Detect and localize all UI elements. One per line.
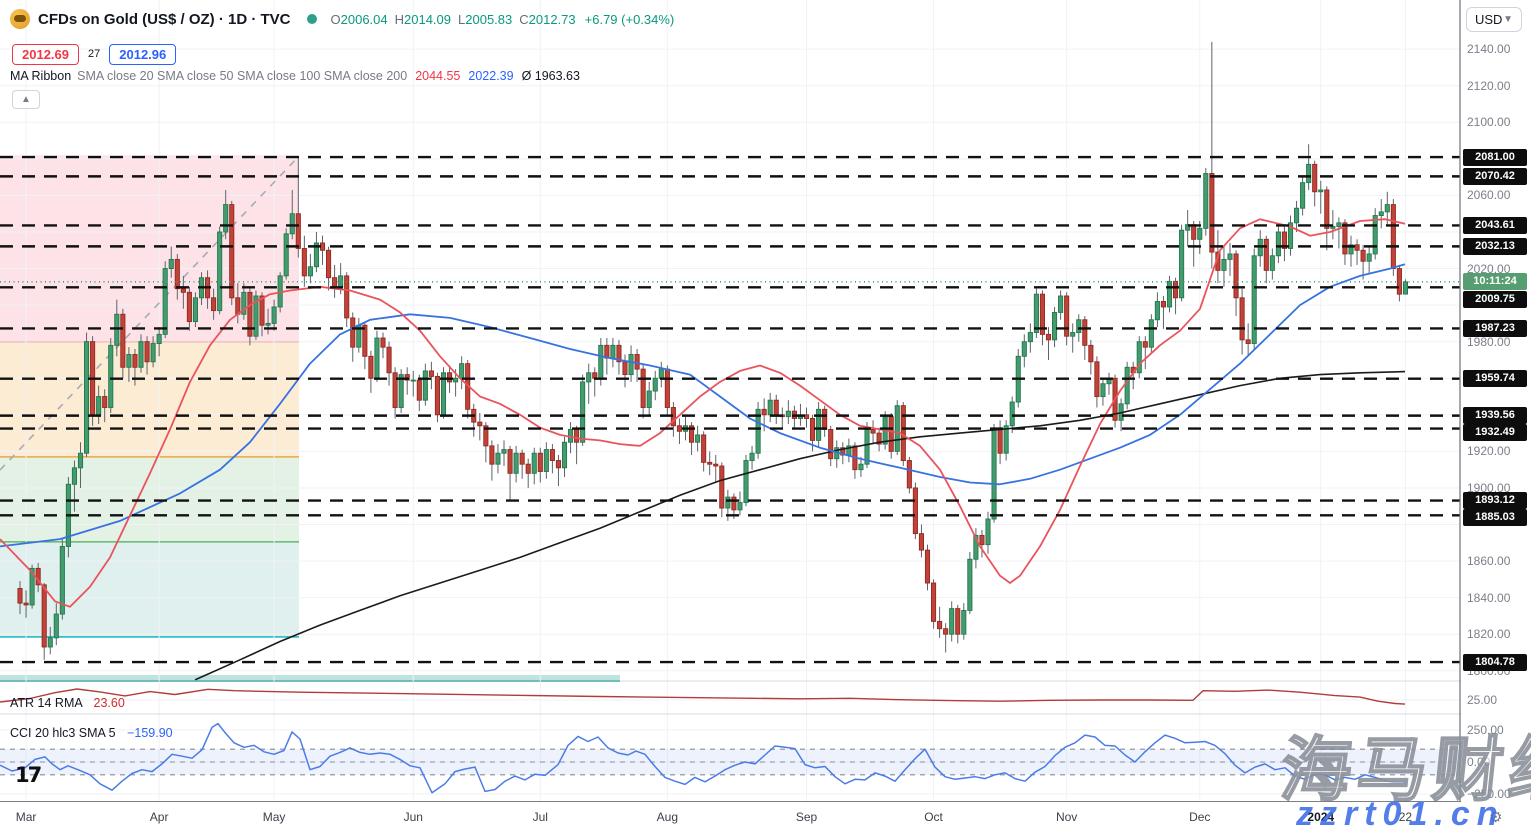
price-tick-label: 2020.00 <box>1467 261 1511 276</box>
bid-ask-row: 2012.69 27 2012.96 <box>12 42 177 66</box>
level-price-badge: 2043.61 <box>1463 216 1527 234</box>
level-price-badge: 2070.42 <box>1463 167 1527 185</box>
price-tick-label: 2060.00 <box>1467 188 1511 203</box>
sell-button[interactable]: 2012.69 <box>12 43 79 65</box>
cci-tick-label: −250.00 <box>1467 787 1511 801</box>
ma-ribbon-value-red: 2044.55 <box>415 69 461 83</box>
ohlc-key: L <box>458 11 466 27</box>
atr-legend[interactable]: ATR 14 RMA 23.60 <box>10 696 125 710</box>
level-price-badge: 1804.78 <box>1463 653 1527 671</box>
cci-tick-label: 250.00 <box>1467 723 1504 737</box>
time-tick-label: Jul <box>532 810 548 824</box>
time-axis[interactable]: ⚙ Mar Apr May Jun Jul Aug Sep Oct Nov Dec 2024 22 <box>0 802 1531 832</box>
time-tick-label: May <box>262 810 286 824</box>
currency-dropdown[interactable]: USD ▼ <box>1466 7 1522 32</box>
symbol-title[interactable]: CFDs on Gold (US$ / OZ) · 1D · TVC <box>38 10 291 28</box>
level-price-badge: 2032.13 <box>1463 237 1527 255</box>
cci-legend[interactable]: CCI 20 hlc3 SMA 5 −159.90 <box>10 726 173 740</box>
price-axis[interactable]: USD ▼ 2140.00 2120.00 2100.00 2060.00 2020.0… <box>1461 0 1531 802</box>
time-tick-label: Mar <box>15 810 37 824</box>
time-tick-label: 22 <box>1398 810 1413 824</box>
price-tick-label: 2140.00 <box>1467 42 1511 57</box>
collapse-legend-button[interactable]: ▲ <box>12 90 40 109</box>
atr-value: 23.60 <box>93 696 125 710</box>
ohlc-value: 2012.73 <box>528 11 576 27</box>
level-price-badge: 2081.00 <box>1463 148 1527 166</box>
time-tick-label: 2024 <box>1307 810 1335 824</box>
cci-value: −159.90 <box>127 726 173 740</box>
price-tick-label: 1860.00 <box>1467 554 1511 569</box>
price-tick-label: 2120.00 <box>1467 78 1511 93</box>
level-price-badge: 2009.75 <box>1463 291 1527 309</box>
cci-tick-label: 0.00 <box>1467 755 1491 769</box>
chevron-down-icon: ▼ <box>1503 14 1513 25</box>
level-price-badge: 1959.74 <box>1463 370 1527 388</box>
bar-countdown-badge: 10:11:24 <box>1463 273 1527 291</box>
change-value: +6.79 (+0.34%) <box>584 11 675 27</box>
price-tick-label: 1840.00 <box>1467 590 1511 605</box>
price-tick-label: 1920.00 <box>1467 444 1511 459</box>
buy-button[interactable]: 2012.96 <box>109 43 177 65</box>
gear-icon[interactable]: ⚙ <box>1489 809 1503 826</box>
ohlc-value: 2006.04 <box>340 11 388 27</box>
ma-ribbon-value-avg: Ø 1963.63 <box>521 69 580 83</box>
cci-label: CCI 20 hlc3 SMA 5 <box>10 726 116 740</box>
price-tick-label: 2100.00 <box>1467 115 1511 130</box>
ohlc-value: 2005.83 <box>465 11 513 27</box>
ohlc-key: H <box>394 11 405 27</box>
ohlc-values: O2006.04 H2014.09 L2005.83 C2012.73 <box>331 12 583 27</box>
symbol-header: CFDs on Gold (US$ / OZ) · 1D · TVC O2006… <box>10 8 674 30</box>
time-tick-label: Apr <box>149 810 169 824</box>
price-tick-label: 1820.00 <box>1467 627 1511 642</box>
market-status-icon[interactable] <box>306 14 317 24</box>
price-tick-label: 1900.00 <box>1467 480 1511 495</box>
time-tick-label: Dec <box>1189 810 1211 824</box>
ohlc-key: O <box>330 11 341 27</box>
ma-ribbon-params: SMA close 20 SMA close 50 SMA close 100 … <box>77 69 408 83</box>
time-tick-label: Nov <box>1055 810 1078 824</box>
level-price-badge: 1893.12 <box>1463 492 1527 510</box>
atr-tick-label: 25.00 <box>1467 692 1498 707</box>
ma-ribbon-value-blue: 2022.39 <box>468 69 514 83</box>
atr-label: ATR 14 RMA <box>10 696 83 710</box>
gold-symbol-icon <box>10 9 30 29</box>
currency-value: USD <box>1475 12 1503 27</box>
ohlc-key: C <box>519 11 529 27</box>
tradingview-logo[interactable]: 17 <box>15 763 42 787</box>
ohlc-value: 2014.09 <box>404 11 452 27</box>
time-tick-label: Aug <box>656 810 679 824</box>
chevron-up-icon: ▲ <box>21 94 31 105</box>
spread-value: 27 <box>88 48 101 60</box>
ma-ribbon-legend[interactable]: MA Ribbon SMA close 20 SMA close 50 SMA … <box>10 67 580 85</box>
time-tick-label: Oct <box>924 810 943 824</box>
level-price-badge: 1932.49 <box>1463 424 1527 442</box>
level-price-badge: 1939.56 <box>1463 407 1527 425</box>
time-tick-label: Jun <box>403 810 423 824</box>
ma-ribbon-name: MA Ribbon <box>10 69 72 83</box>
price-tick-label: 1980.00 <box>1467 334 1511 349</box>
time-tick-label: Sep <box>795 810 818 824</box>
level-price-badge: 1987.23 <box>1463 319 1527 337</box>
level-price-badge: 1885.03 <box>1463 509 1527 527</box>
